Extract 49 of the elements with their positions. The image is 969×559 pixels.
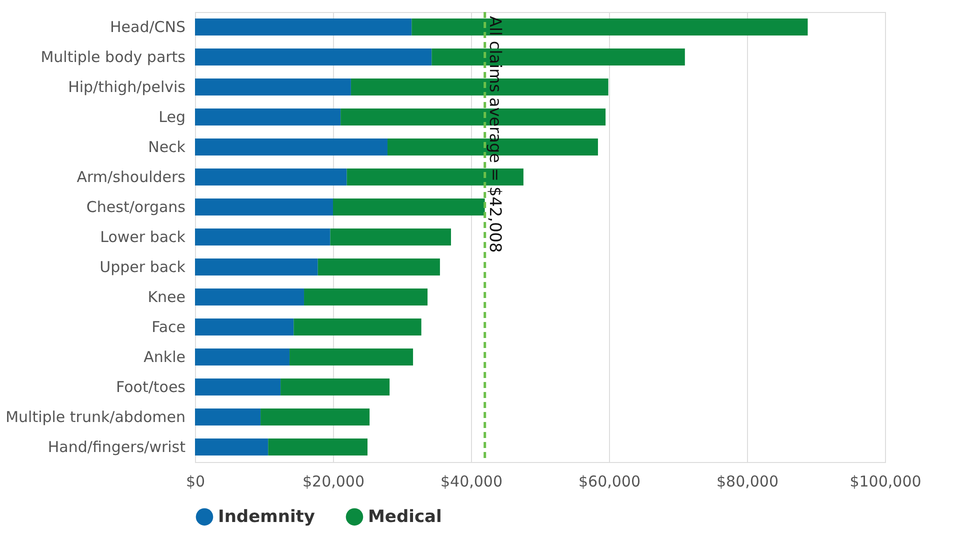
- bar: [333, 198, 485, 216]
- bar: [195, 198, 333, 216]
- bar: [195, 48, 432, 66]
- y-tick-label: Neck: [148, 138, 186, 156]
- bar: [280, 378, 390, 396]
- bar: [195, 348, 290, 366]
- bar: [304, 288, 428, 306]
- bar: [346, 168, 524, 186]
- y-tick-label: Upper back: [100, 258, 186, 276]
- y-tick-label: Chest/organs: [86, 198, 186, 216]
- y-tick-label: Hand/fingers/wrist: [48, 438, 186, 456]
- x-tick-label: $20,000: [302, 472, 365, 490]
- bar: [195, 408, 261, 426]
- y-tick-label: Lower back: [100, 228, 186, 246]
- bar: [195, 318, 294, 336]
- bar: [318, 258, 440, 276]
- bar: [195, 288, 304, 306]
- bar: [195, 168, 347, 186]
- y-tick-label: Multiple trunk/abdomen: [6, 408, 186, 426]
- x-tick-label: $100,000: [850, 472, 922, 490]
- bar: [268, 438, 368, 456]
- bar: [294, 318, 422, 336]
- bar: [260, 408, 370, 426]
- legend-label: Medical: [368, 506, 442, 527]
- bar: [330, 228, 451, 246]
- bar: [195, 378, 281, 396]
- y-tick-label: Head/CNS: [110, 18, 186, 36]
- x-tick-label: $0: [186, 472, 206, 490]
- y-tick-label: Multiple body parts: [40, 48, 186, 66]
- x-tick-label: $40,000: [440, 472, 503, 490]
- bar: [195, 258, 318, 276]
- bar: [195, 228, 330, 246]
- x-tick-label: $60,000: [578, 472, 641, 490]
- y-tick-label: Ankle: [144, 348, 186, 366]
- y-tick-label: Face: [152, 318, 186, 336]
- bar: [195, 18, 412, 36]
- bar: [195, 138, 388, 156]
- bar: [195, 108, 341, 126]
- y-tick-label: Hip/thigh/pelvis: [68, 78, 186, 96]
- bar: [290, 348, 414, 366]
- x-tick-label: $80,000: [716, 472, 779, 490]
- y-tick-label: Arm/shoulders: [76, 168, 186, 186]
- y-tick-label: Knee: [148, 288, 186, 306]
- bar: [195, 438, 268, 456]
- y-tick-label: Foot/toes: [116, 378, 186, 396]
- ref-line-label: All claims average = $42,008: [486, 16, 505, 253]
- bar: [195, 78, 351, 96]
- legend-label: Indemnity: [218, 506, 315, 527]
- y-tick-label: Leg: [158, 108, 186, 126]
